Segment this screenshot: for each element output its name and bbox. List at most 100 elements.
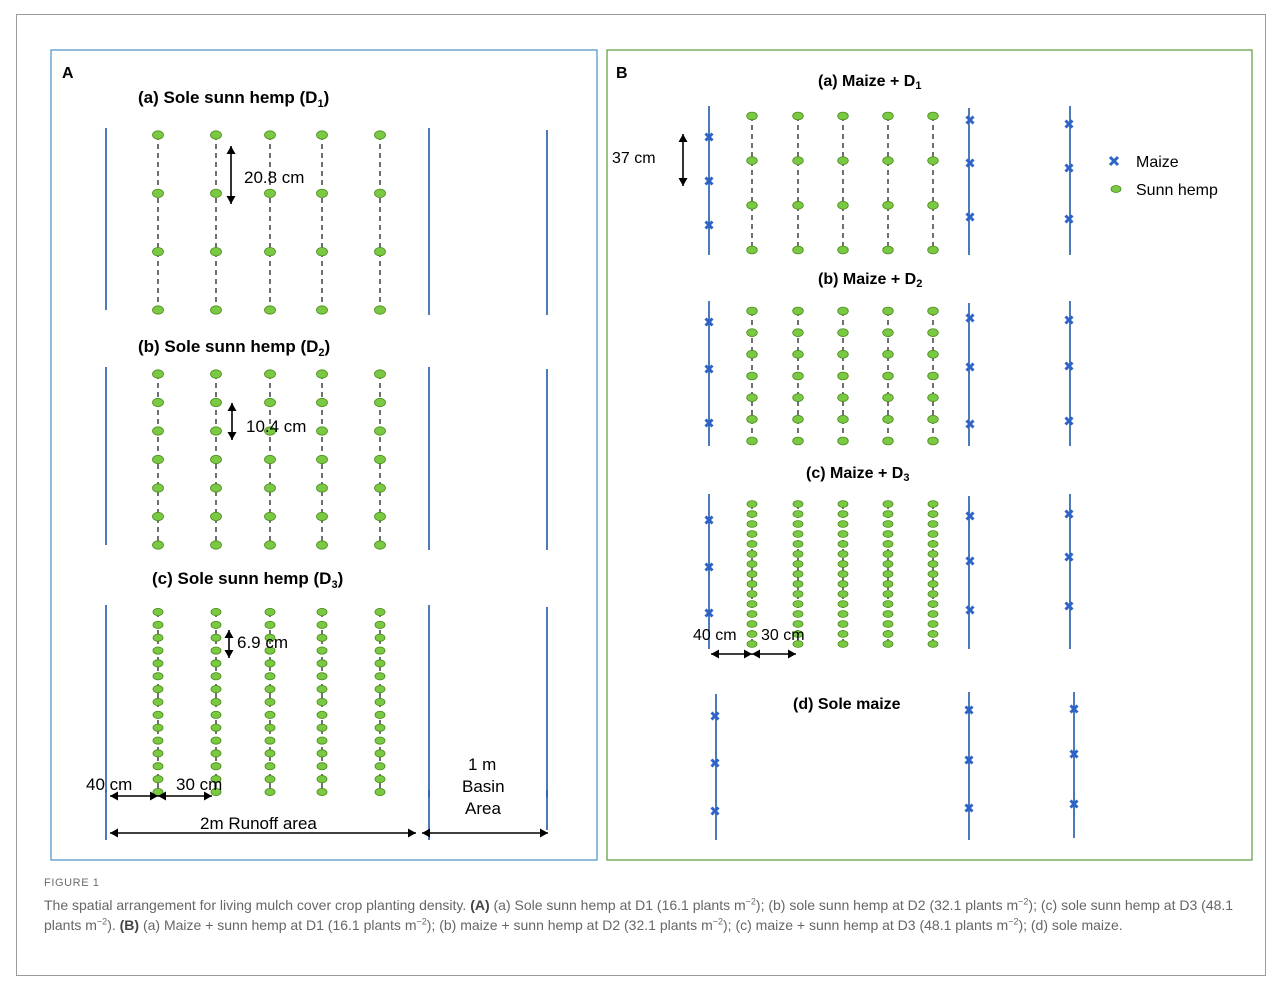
- maize-plant-icon: [964, 705, 974, 715]
- sunn-hemp-plant: [264, 659, 276, 668]
- arrowhead: [110, 791, 118, 801]
- sunn-hemp-plant: [746, 560, 758, 568]
- sunn-hemp-plant: [210, 659, 222, 668]
- sunn-hemp-plant: [152, 646, 164, 655]
- legend-sunn-hemp-label: Sunn hemp: [1136, 182, 1218, 199]
- sunn-hemp-plant: [152, 698, 164, 707]
- sunn-hemp-plant: [374, 646, 386, 655]
- sunn-hemp-plant: [374, 305, 386, 315]
- sunn-hemp-plant: [927, 510, 939, 518]
- sunn-hemp-plant: [374, 608, 386, 617]
- maize-plant-icon: [1064, 163, 1074, 173]
- sunn-hemp-plant: [927, 600, 939, 608]
- sunn-hemp-plant: [927, 520, 939, 528]
- maize-plant-icon: [704, 562, 714, 572]
- sunn-hemp-plant: [210, 633, 222, 642]
- sunn-hemp-plant: [837, 590, 849, 598]
- sunn-hemp-plant: [152, 247, 164, 257]
- sunn-hemp-plant: [152, 723, 164, 732]
- sunn-hemp-plant: [264, 685, 276, 694]
- arrowhead: [226, 196, 236, 204]
- panel-b-label: B: [616, 65, 628, 82]
- figure-frame: [16, 14, 1266, 976]
- maize-stroke: [1064, 416, 1074, 426]
- sunn-hemp-plant: [210, 685, 222, 694]
- sunn-hemp-plant: [316, 710, 328, 719]
- sunn-hemp-plant: [264, 710, 276, 719]
- planting-diagram: A (a) Sole sunn hemp (D1) (b) Sole sunn …: [50, 49, 1253, 861]
- maize-stroke: [1069, 799, 1079, 809]
- panel-b-title-d: (d) Sole maize: [793, 696, 901, 713]
- sunn-hemp-plant: [316, 659, 328, 668]
- sunn-hemp-plant: [210, 620, 222, 629]
- maize-plant-icon: [965, 115, 975, 125]
- maize-plant-icon: [1064, 509, 1074, 519]
- sunn-hemp-plant: [264, 788, 276, 797]
- sunn-hemp-plant: [837, 540, 849, 548]
- sunn-hemp-plant: [882, 620, 894, 628]
- sunn-hemp-plant: [792, 540, 804, 548]
- sunn-hemp-plant: [316, 788, 328, 797]
- sunn-hemp-plant: [152, 672, 164, 681]
- maize-plant-icon: [704, 515, 714, 525]
- sunn-hemp-plant: [837, 201, 849, 210]
- sunn-hemp-plant: [746, 600, 758, 608]
- sunn-hemp-plant: [746, 570, 758, 578]
- sunn-hemp-plant: [152, 454, 164, 465]
- sunn-hemp-plant: [882, 306, 894, 316]
- maize-stroke: [704, 562, 714, 572]
- sunn-hemp-plant: [837, 640, 849, 648]
- sunn-hemp-plant: [374, 710, 386, 719]
- maize-plant-icon: [704, 418, 714, 428]
- arrowhead: [678, 134, 688, 142]
- sunn-hemp-plant: [746, 530, 758, 538]
- sunn-hemp-plant: [264, 426, 276, 436]
- sunn-hemp-plant: [152, 633, 164, 642]
- basin-label-1: 1 m: [468, 755, 496, 774]
- sunn-hemp-plant: [837, 550, 849, 558]
- arrowhead: [540, 828, 548, 838]
- sunn-hemp-plant: [837, 630, 849, 638]
- basin-label-2: Basin: [462, 777, 505, 796]
- maize-stroke: [1064, 361, 1074, 371]
- sunn-hemp-plant: [210, 788, 222, 797]
- maize-stroke: [1064, 119, 1074, 129]
- maize-stroke: [964, 803, 974, 813]
- sunn-hemp-plant: [746, 510, 758, 518]
- dim-40-label-a: 40 cm: [86, 775, 132, 794]
- legend-maize-label: Maize: [1136, 154, 1179, 171]
- sunn-hemp-plant: [927, 436, 939, 446]
- sunn-hemp-plant: [264, 633, 276, 642]
- arrowhead: [678, 178, 688, 186]
- sunn-hemp-plant: [152, 130, 164, 140]
- maize-plant-icon: [965, 158, 975, 168]
- sunn-hemp-plant: [374, 762, 386, 771]
- sunn-hemp-plant: [837, 371, 849, 381]
- dim-30-label-a: 30 cm: [176, 775, 222, 794]
- panel-b-title-b: (b) Maize + D2: [818, 271, 922, 290]
- maize-stroke: [965, 556, 975, 566]
- sunn-hemp-plant: [882, 156, 894, 165]
- runoff-label: 2m Runoff area: [200, 814, 317, 833]
- sunn-hemp-plant: [264, 397, 276, 408]
- sunn-hemp-plant: [316, 608, 328, 617]
- sunn-hemp-plant: [882, 201, 894, 210]
- sunn-hemp-plant: [264, 620, 276, 629]
- sunn-hemp-plant: [792, 570, 804, 578]
- sunn-hemp-plant: [792, 500, 804, 508]
- sunn-hemp-plant: [837, 580, 849, 588]
- sunn-hemp-plant: [210, 540, 222, 550]
- sunn-hemp-plant: [792, 590, 804, 598]
- sunn-hemp-plant: [792, 510, 804, 518]
- sunn-hemp-plant: [927, 201, 939, 210]
- sunn-hemp-plant: [837, 570, 849, 578]
- sunn-hemp-plant: [152, 511, 164, 522]
- sunn-hemp-plant: [746, 415, 758, 424]
- sunn-hemp-plant: [792, 306, 804, 316]
- sunn-hemp-plant: [792, 436, 804, 446]
- sunn-hemp-plant: [210, 188, 222, 198]
- sunn-hemp-plant: [374, 397, 386, 408]
- sunn-hemp-plant: [264, 130, 276, 140]
- sunn-hemp-plant: [837, 350, 849, 359]
- sunn-hemp-plant: [882, 550, 894, 558]
